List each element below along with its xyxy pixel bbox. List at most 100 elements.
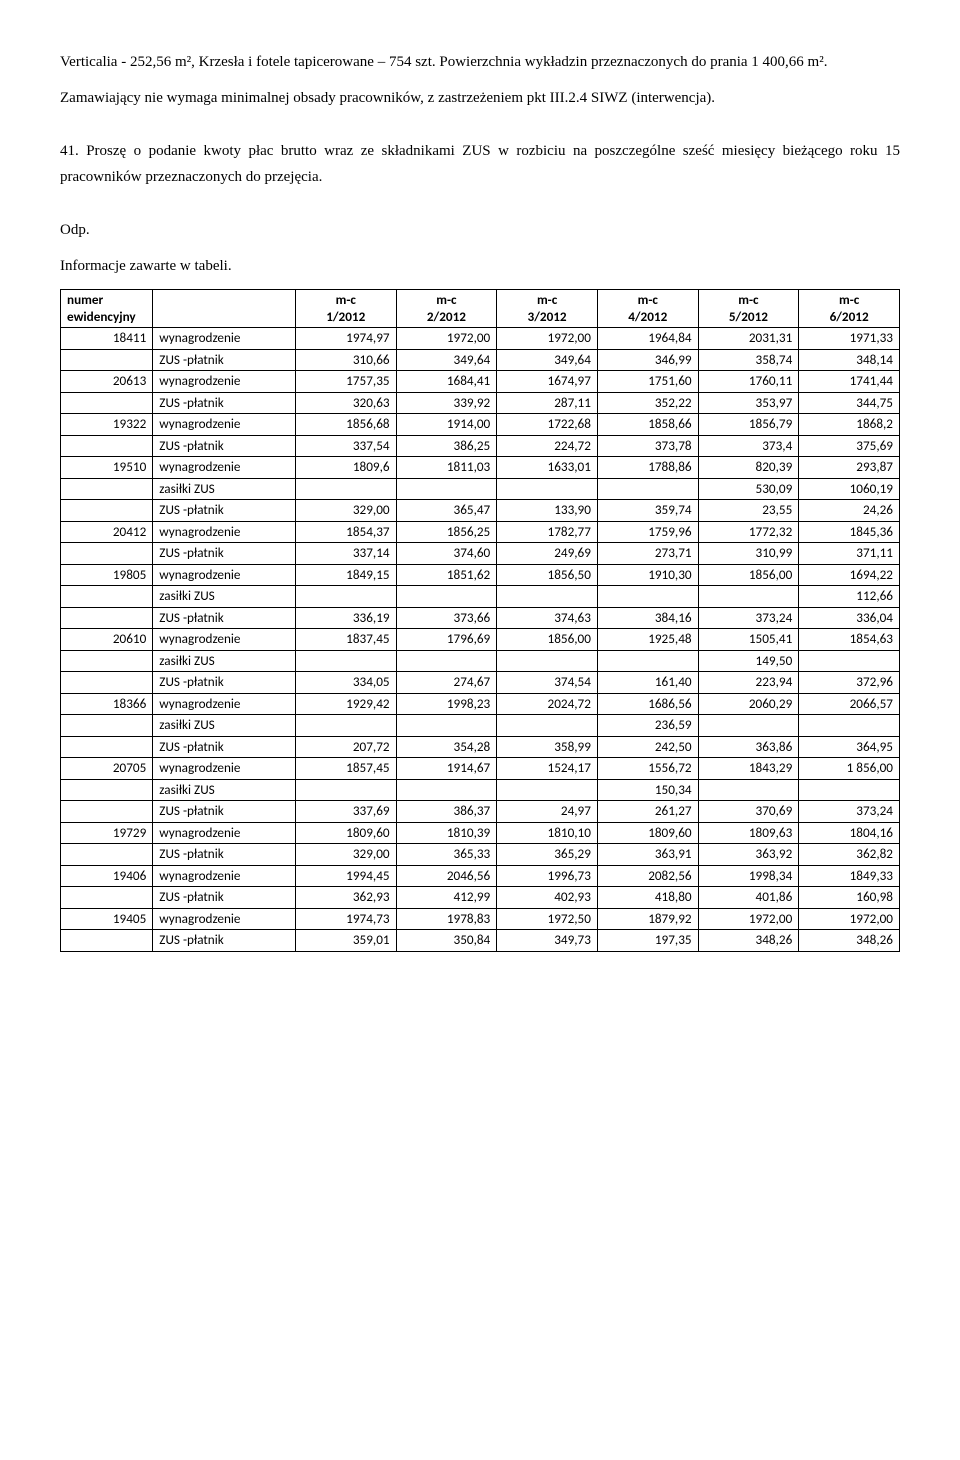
cell-id <box>61 736 153 758</box>
cell-value: 820,39 <box>698 457 799 479</box>
cell-value: 224,72 <box>497 435 598 457</box>
cell-value: 402,93 <box>497 887 598 909</box>
cell-label: wynagrodzenie <box>153 457 296 479</box>
cell-value: 384,16 <box>597 607 698 629</box>
cell-id <box>61 650 153 672</box>
cell-value: 1978,83 <box>396 908 497 930</box>
table-row: ZUS -płatnik337,14374,60249,69273,71310,… <box>61 543 900 565</box>
cell-value: 1854,37 <box>295 521 396 543</box>
cell-value: 359,01 <box>295 930 396 952</box>
cell-value <box>597 586 698 608</box>
cell-value: 1972,00 <box>396 328 497 350</box>
cell-value: 1972,50 <box>497 908 598 930</box>
table-row: ZUS -płatnik337,54386,25224,72373,78373,… <box>61 435 900 457</box>
cell-value: 1996,73 <box>497 865 598 887</box>
cell-value: 1796,69 <box>396 629 497 651</box>
cell-label: wynagrodzenie <box>153 414 296 436</box>
cell-id <box>61 586 153 608</box>
paragraph-1: Verticalia - 252,56 m², Krzesła i fotele… <box>60 50 900 76</box>
cell-value: 1854,63 <box>799 629 900 651</box>
cell-value: 1972,00 <box>799 908 900 930</box>
cell-id <box>61 349 153 371</box>
cell-value: 372,96 <box>799 672 900 694</box>
table-row: zasiłki ZUS530,091060,19 <box>61 478 900 500</box>
cell-value: 1964,84 <box>597 328 698 350</box>
table-row: ZUS -płatnik336,19373,66374,63384,16373,… <box>61 607 900 629</box>
cell-value: 261,27 <box>597 801 698 823</box>
header-m5-l1: m-c <box>738 291 758 308</box>
cell-value <box>295 779 396 801</box>
cell-value: 386,37 <box>396 801 497 823</box>
cell-value: 1929,42 <box>295 693 396 715</box>
cell-value <box>396 715 497 737</box>
cell-value: 401,86 <box>698 887 799 909</box>
cell-value: 2031,31 <box>698 328 799 350</box>
paragraph-2: Zamawiający nie wymaga minimalnej obsady… <box>60 86 900 112</box>
table-row: zasiłki ZUS112,66 <box>61 586 900 608</box>
cell-value: 287,11 <box>497 392 598 414</box>
header-m6-l1: m-c <box>839 291 859 308</box>
cell-value: 1809,63 <box>698 822 799 844</box>
cell-value: 349,73 <box>497 930 598 952</box>
cell-value: 1757,35 <box>295 371 396 393</box>
cell-value: 374,54 <box>497 672 598 694</box>
cell-value <box>497 779 598 801</box>
cell-value: 374,63 <box>497 607 598 629</box>
cell-id: 19406 <box>61 865 153 887</box>
cell-value: 1856,00 <box>698 564 799 586</box>
cell-label: zasiłki ZUS <box>153 779 296 801</box>
cell-value: 242,50 <box>597 736 698 758</box>
cell-value: 1868,2 <box>799 414 900 436</box>
cell-value: 373,24 <box>698 607 799 629</box>
table-header-row: numer ewidencyjny m-c 1/2012 m-c 2/2012 … <box>61 290 900 328</box>
header-m6-l2: 6/2012 <box>830 308 869 325</box>
table-row: ZUS -płatnik334,05274,67374,54161,40223,… <box>61 672 900 694</box>
cell-value <box>497 586 598 608</box>
header-m5-l2: 5/2012 <box>729 308 768 325</box>
header-id-l1: numer <box>67 291 103 308</box>
cell-id <box>61 392 153 414</box>
cell-value: 1810,39 <box>396 822 497 844</box>
cell-id: 18366 <box>61 693 153 715</box>
cell-value: 1684,41 <box>396 371 497 393</box>
cell-value <box>698 715 799 737</box>
cell-value: 310,99 <box>698 543 799 565</box>
cell-label: wynagrodzenie <box>153 328 296 350</box>
cell-value: 373,24 <box>799 801 900 823</box>
header-m2: m-c 2/2012 <box>396 290 497 328</box>
cell-value: 1994,45 <box>295 865 396 887</box>
cell-value: 373,66 <box>396 607 497 629</box>
cell-value: 1060,19 <box>799 478 900 500</box>
cell-value: 344,75 <box>799 392 900 414</box>
cell-value: 373,78 <box>597 435 698 457</box>
cell-label: zasiłki ZUS <box>153 650 296 672</box>
cell-value: 363,86 <box>698 736 799 758</box>
cell-label: ZUS -płatnik <box>153 349 296 371</box>
header-m3: m-c 3/2012 <box>497 290 598 328</box>
cell-value: 1804,16 <box>799 822 900 844</box>
cell-label: wynagrodzenie <box>153 693 296 715</box>
cell-value: 1974,73 <box>295 908 396 930</box>
header-m4-l2: 4/2012 <box>628 308 667 325</box>
cell-value: 365,29 <box>497 844 598 866</box>
payroll-table: numer ewidencyjny m-c 1/2012 m-c 2/2012 … <box>60 289 900 952</box>
header-m3-l2: 3/2012 <box>528 308 567 325</box>
cell-value <box>799 715 900 737</box>
cell-value: 1998,23 <box>396 693 497 715</box>
cell-value: 2046,56 <box>396 865 497 887</box>
cell-value: 1856,50 <box>497 564 598 586</box>
table-row: zasiłki ZUS149,50 <box>61 650 900 672</box>
cell-value: 363,91 <box>597 844 698 866</box>
cell-value: 23,55 <box>698 500 799 522</box>
cell-value: 274,67 <box>396 672 497 694</box>
cell-value: 371,11 <box>799 543 900 565</box>
cell-value: 1843,29 <box>698 758 799 780</box>
cell-value: 348,14 <box>799 349 900 371</box>
cell-label: ZUS -płatnik <box>153 844 296 866</box>
cell-value: 2024,72 <box>497 693 598 715</box>
cell-label: ZUS -płatnik <box>153 500 296 522</box>
cell-value: 1674,97 <box>497 371 598 393</box>
cell-label: ZUS -płatnik <box>153 887 296 909</box>
cell-value: 1810,10 <box>497 822 598 844</box>
header-m1-l1: m-c <box>336 291 356 308</box>
